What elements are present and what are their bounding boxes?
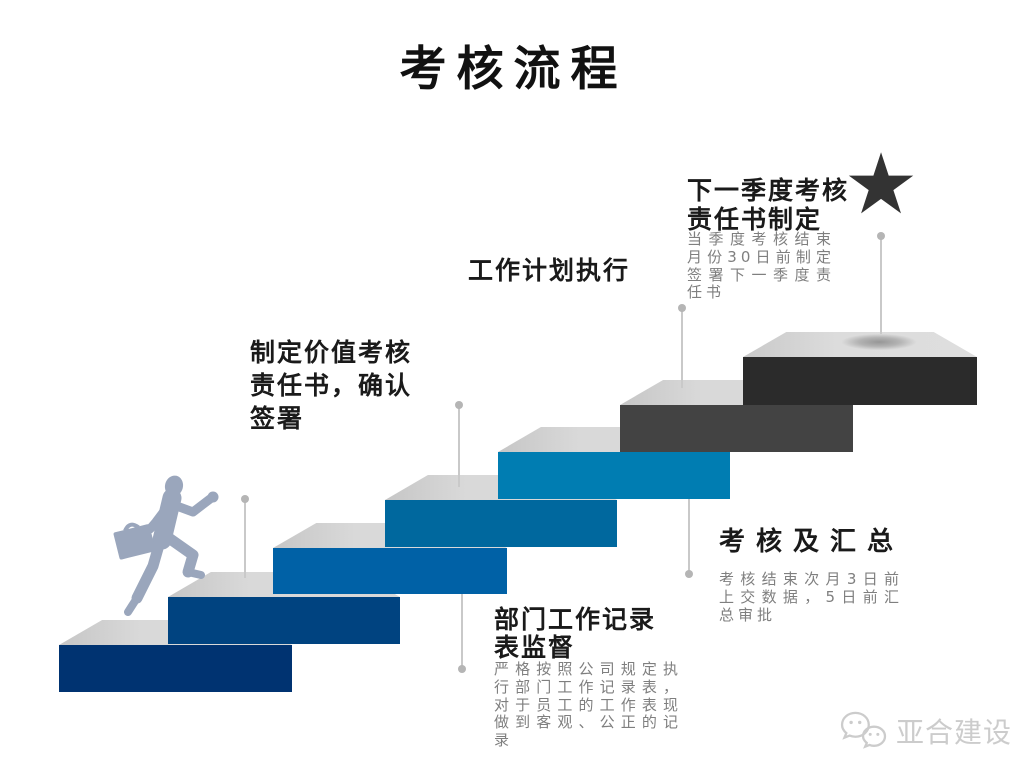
- step-1-front: [59, 645, 292, 692]
- brand-name: 亚合建设: [896, 716, 1013, 749]
- stage-label-responsibility-book: 制定价值考核责任书，确认签署: [250, 338, 413, 433]
- connector-line: [244, 501, 246, 578]
- page-title: 考核流程: [399, 42, 628, 97]
- connector-dot: [685, 570, 693, 578]
- stage-label-record-supervision: 部门工作记录表监督: [494, 605, 657, 662]
- connector-dot: [455, 401, 463, 409]
- stage-desc-record-supervision: 严格按照公司规定执行部门工作记录表，对于员工的工作表现做到客观、公正的记录: [494, 660, 682, 750]
- star-icon: ★: [843, 135, 919, 233]
- connector-dot: [458, 665, 466, 673]
- connector-line: [688, 499, 690, 573]
- briefcase-icon: [113, 522, 156, 560]
- wechat-icon: [840, 711, 887, 749]
- connector-dot: [678, 304, 686, 312]
- step-5-front: [498, 452, 730, 499]
- connector-line: [681, 310, 683, 388]
- stage-desc-next-quarter: 当季度考核结束月份30日前制定签署下一季度责任书: [687, 230, 835, 302]
- watermark: 亚合建设: [840, 710, 1012, 752]
- stage-desc-assessment-summary: 考核结束次月3日前上交数据，5日前汇总审批: [719, 570, 903, 624]
- climbing-person-icon: [113, 475, 219, 616]
- step-4-front: [385, 500, 617, 547]
- connector-line: [458, 407, 460, 487]
- connector-line: [880, 238, 882, 334]
- step-7-front: [743, 357, 977, 405]
- summit-spot: [833, 332, 925, 352]
- stage-label-next-quarter: 下一季度考核责任书制定: [687, 176, 850, 234]
- step-2-front: [168, 597, 400, 644]
- step-3-front: [273, 548, 507, 594]
- stage-label-work-plan: 工作计划执行: [468, 256, 631, 285]
- step-6-front: [620, 405, 853, 452]
- connector-dot: [877, 232, 885, 240]
- stage-label-assessment-summary: 考核及汇总: [719, 527, 905, 557]
- connector-dot: [241, 495, 249, 503]
- connector-line: [461, 594, 463, 668]
